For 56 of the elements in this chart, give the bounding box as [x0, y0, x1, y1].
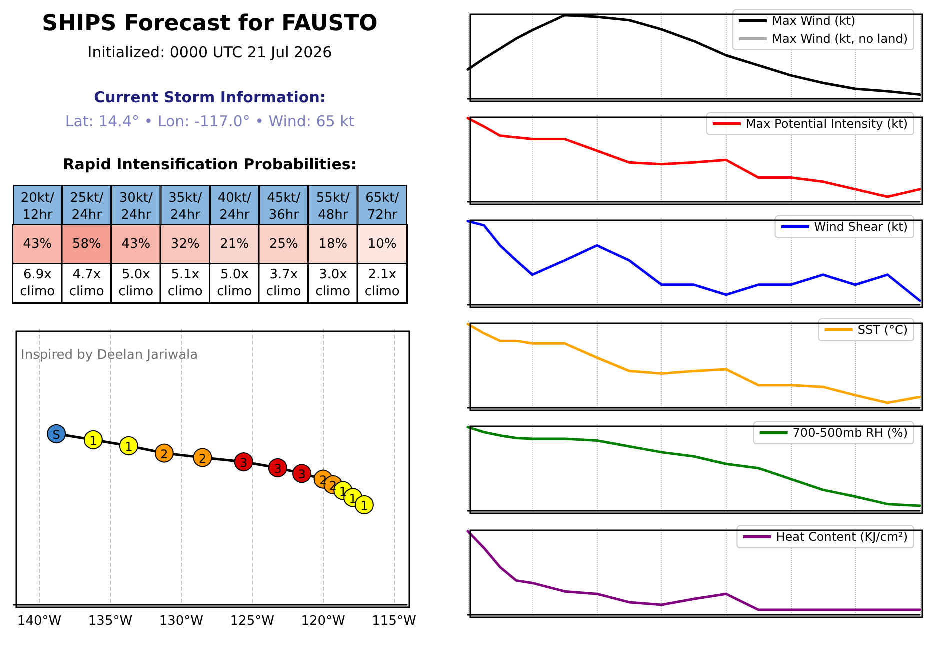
data-label: 58% [72, 237, 102, 252]
text: SHIPS Forecast for FAUSTO [42, 12, 378, 36]
legend-label: Wind Shear (kt) [814, 220, 908, 234]
x-tick-label: 120°W [301, 614, 346, 629]
x-tick-label: 140°W [17, 614, 62, 629]
data-label: 25% [269, 237, 298, 252]
data-label: 32% [170, 237, 200, 252]
annotation: 1 [360, 498, 368, 513]
text: Current Storm Information: [94, 88, 326, 106]
annotation: 3 [298, 468, 306, 482]
annotation: 3 [274, 462, 282, 476]
data-label: 5.1x climo [168, 268, 203, 300]
legend-label: 700-500mb RH (%) [792, 426, 908, 440]
annotation: 2 [319, 473, 328, 488]
annotation: 2 [160, 447, 168, 462]
data-label: 3.7x climo [266, 268, 302, 300]
data-label: 2.1x climo [364, 268, 400, 300]
annotation: 1 [90, 434, 98, 448]
data-label: 21% [220, 237, 250, 252]
x-tick-label: 130°W [159, 614, 204, 629]
text: Inspired by Deelan Jariwala [21, 348, 198, 363]
legend-label: Max Wind (kt) [772, 14, 856, 28]
legend-label: Heat Content (KJ/cm²) [776, 530, 908, 544]
annotation: 1 [339, 484, 347, 499]
x-tick-label: 125°W [230, 614, 275, 629]
data-label: 6.9x climo [20, 268, 56, 300]
data-label: 18% [318, 237, 348, 252]
text: Lat: 14.4° • Lon: -117.0° • Wind: 65 kt [65, 112, 355, 130]
data-label: 3.0x climo [316, 268, 351, 300]
data-label: 4.7x climo [69, 268, 104, 300]
x-tick-label: 55kt/ 48hr [316, 191, 351, 223]
annotation: 3 [240, 456, 248, 470]
annotation: 2 [329, 478, 338, 493]
x-tick-label: 35kt/ 24hr [168, 191, 203, 223]
x-tick-label: 30kt/ 24hr [119, 191, 154, 223]
annotation: S [52, 428, 60, 442]
legend-label: SST (°C) [858, 323, 908, 337]
x-tick-label: 20kt/ 12hr [20, 191, 56, 223]
annotation: 2 [198, 452, 207, 466]
annotation: 1 [125, 440, 133, 454]
x-tick-label: 25kt/ 24hr [70, 191, 104, 223]
text: Initialized: 0000 UTC 21 Jul 2026 [88, 44, 332, 62]
x-tick-label: 135°W [88, 614, 133, 629]
data-label: 43% [122, 237, 151, 252]
x-tick-label: 40kt/ 24hr [218, 191, 252, 223]
x-tick-label: 115°W [372, 614, 416, 629]
chart-title: Rapid Intensification Probabilities: [63, 156, 357, 174]
data-label: 10% [368, 237, 397, 252]
data-label: 43% [23, 237, 52, 252]
x-tick-label: 45kt/ 36hr [267, 191, 302, 223]
legend-label: Max Potential Intensity (kt) [746, 117, 908, 131]
x-tick-label: 65kt/ 72hr [366, 191, 400, 223]
legend-label: Max Wind (kt, no land) [772, 32, 908, 46]
annotation: 1 [349, 492, 357, 506]
data-label: 5.0x climo [118, 268, 154, 300]
data-label: 5.0x climo [217, 268, 252, 300]
